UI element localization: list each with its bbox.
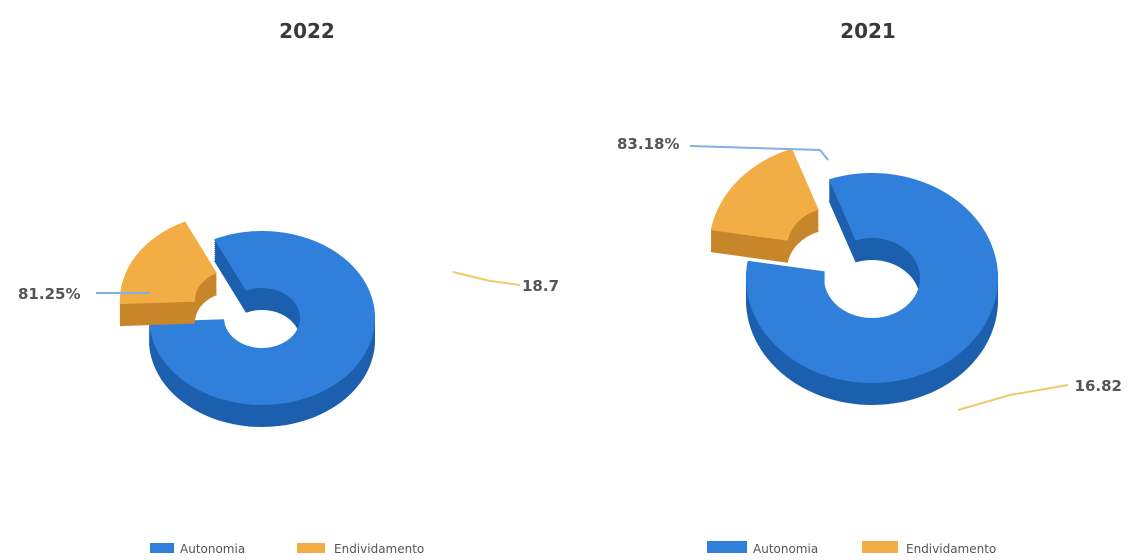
slice-endividamento[interactable] xyxy=(119,221,217,305)
chart-2022: 2022 81.25% 18.7 Autonomia Endividamento xyxy=(18,19,559,556)
legend-label-autonomia: Autonomia xyxy=(180,542,245,556)
legend-swatch-autonomia xyxy=(150,543,174,553)
legend-2022: Autonomia Endividamento xyxy=(150,542,424,556)
data-labels-2021: 83.18% 16.82 xyxy=(617,135,1122,411)
data-label-autonomia: 83.18% xyxy=(617,135,679,153)
slice-endividamento[interactable] xyxy=(710,148,819,241)
legend-swatch-endividamento xyxy=(862,541,898,553)
legend-label-autonomia: Autonomia xyxy=(753,542,818,556)
slice-autonomia[interactable] xyxy=(746,173,999,384)
legend-label-endividamento: Endividamento xyxy=(334,542,424,556)
donut-2022 xyxy=(119,221,376,427)
leader-line-autonomia xyxy=(689,145,829,161)
legend-2021: Autonomia Endividamento xyxy=(707,541,996,556)
legend-label-endividamento: Endividamento xyxy=(906,542,996,556)
leader-line-endividamento xyxy=(452,271,521,286)
slice-autonomia[interactable] xyxy=(149,231,375,405)
data-labels-2022: 81.25% 18.7 xyxy=(18,271,559,303)
chart-title-2022: 2022 xyxy=(279,19,335,43)
chart-2021: 2021 83.18% 16.82 Autonomia Endividamento xyxy=(617,19,1122,556)
chart-title-2021: 2021 xyxy=(840,19,896,43)
legend-swatch-endividamento xyxy=(297,543,325,553)
data-label-endividamento: 18.7 xyxy=(522,277,559,295)
data-label-endividamento: 16.82 xyxy=(1075,377,1122,395)
donut-2021 xyxy=(710,148,999,406)
data-label-autonomia: 81.25% xyxy=(18,285,80,303)
legend-swatch-autonomia xyxy=(707,541,747,553)
leader-line-endividamento xyxy=(957,384,1069,411)
